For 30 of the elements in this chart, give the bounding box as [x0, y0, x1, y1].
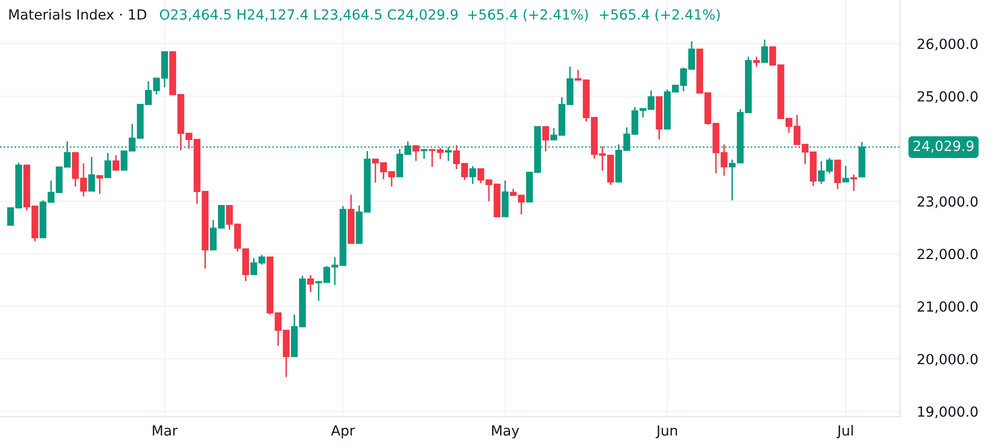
y-tick-label: 26,000.0: [918, 38, 978, 50]
annotation: +565.4 (+2.41%): [468, 8, 588, 22]
candlestick: [104, 152, 112, 178]
text: Materials Index · 1D: [9, 8, 146, 20]
annotation: O23,464.5 H24,127.4 L23,464.5 C24,029.9: [160, 9, 458, 22]
candlestick: [412, 145, 420, 162]
candlestick: [112, 154, 120, 171]
candlestick: [753, 56, 760, 68]
x-tick-label: Jun: [656, 425, 677, 438]
y-tick-label: 25,000.0: [918, 91, 978, 104]
y-tick-label: 20,000.0: [918, 354, 978, 366]
candlestick: [842, 165, 850, 182]
y-tick-label: 22,000.0: [918, 248, 978, 261]
x-tick-label: May: [492, 425, 520, 438]
x-tick-label: Jul: [836, 424, 853, 438]
y-tick-label: 19,000.0: [918, 406, 978, 418]
candlestick: [88, 156, 96, 192]
candlestick: [834, 160, 841, 190]
candlestick: [307, 274, 314, 293]
candlestick: [469, 165, 476, 185]
candlestick: [850, 174, 858, 192]
y-tick-label: 23,000.0: [918, 196, 978, 208]
x-tick-label: Apr: [331, 425, 355, 438]
ref-line-label: 24,029.9: [914, 140, 974, 153]
annotation: +565.4 (+2.41%): [600, 8, 720, 22]
y-tick-label: 21,000.0: [918, 301, 978, 314]
x-tick-label: Mar: [152, 425, 178, 436]
candlestick: [761, 38, 768, 64]
candlestick: [542, 126, 550, 152]
candlestick: [96, 174, 104, 194]
